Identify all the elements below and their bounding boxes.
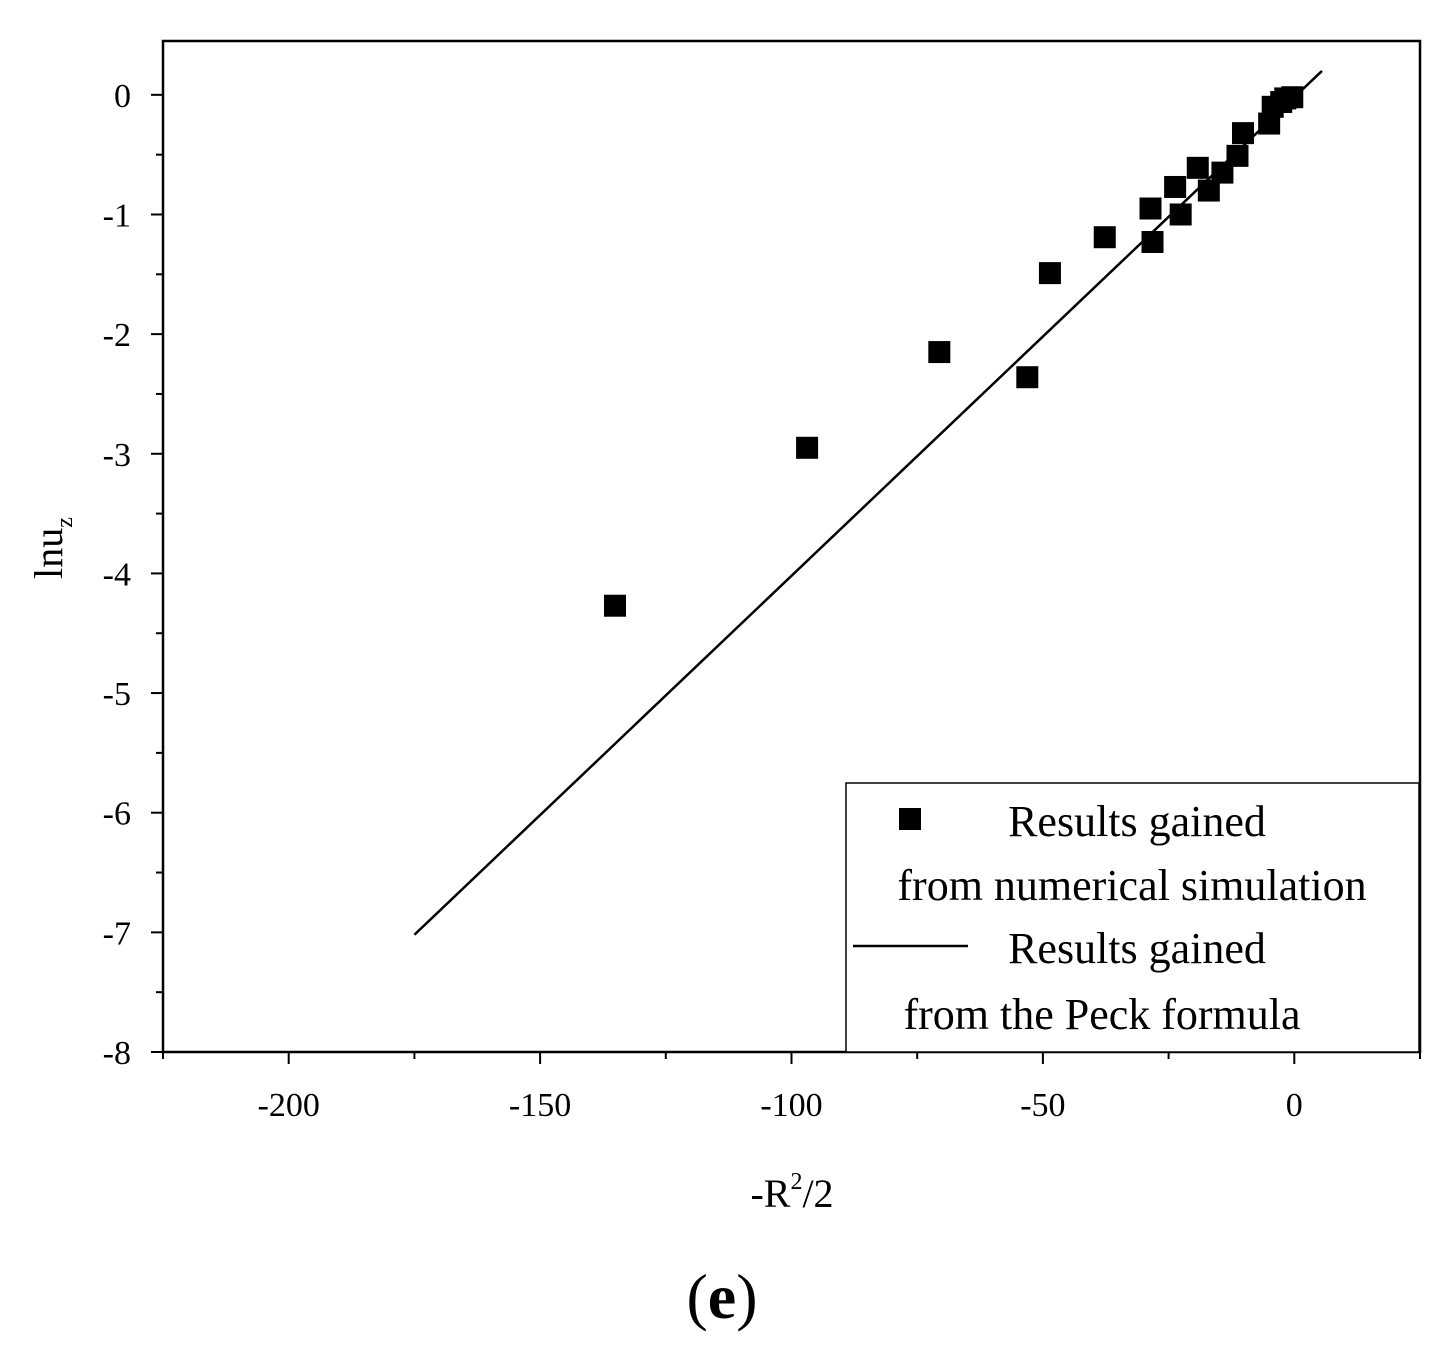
panel-label-open: (	[686, 1261, 707, 1332]
y-tick-label: -3	[103, 437, 131, 474]
x-tick-label: -200	[258, 1087, 320, 1124]
y-tick-label: -5	[103, 676, 131, 713]
x-tick-label: -50	[1020, 1087, 1065, 1124]
data-point	[1169, 203, 1192, 226]
y-tick-label: -6	[103, 796, 131, 833]
legend-entry-2-line-1: Results gained	[1008, 924, 1266, 973]
data-point	[1258, 112, 1281, 135]
axis-tick-labels: -200 -150 -100 -50 0 0 -1 -2 -3 -4 -5 -6 -7 -8	[103, 78, 1303, 1124]
x-axis-title-superscript: 2	[790, 1169, 802, 1195]
y-axis-title-base: lnu	[26, 528, 71, 579]
data-point	[1139, 197, 1162, 220]
data-point	[1141, 231, 1164, 254]
data-point	[1281, 86, 1304, 109]
legend: Results gained from numerical simulation…	[845, 782, 1420, 1053]
y-tick-label: -4	[103, 556, 131, 593]
data-point	[1226, 144, 1249, 167]
y-tick-label: -7	[103, 915, 131, 952]
data-point	[1038, 262, 1061, 285]
data-points	[604, 86, 1304, 617]
data-point	[1016, 366, 1039, 389]
data-point	[1197, 179, 1220, 202]
legend-entry-2-line-2: from the Peck formula	[903, 990, 1300, 1039]
legend-square-marker	[899, 808, 921, 830]
data-point	[1093, 226, 1116, 249]
y-axis-title: lnuz	[26, 517, 78, 579]
data-point	[1164, 175, 1187, 198]
axis-ticks	[151, 93, 1421, 1064]
legend-entry-1-line-2: from numerical simulation	[897, 861, 1366, 910]
y-axis-title-subscript: z	[52, 517, 78, 528]
data-point	[1186, 156, 1209, 179]
data-point	[1232, 122, 1255, 145]
y-tick-label: -8	[103, 1035, 131, 1072]
data-point	[928, 341, 951, 364]
x-tick-label: -150	[509, 1087, 571, 1124]
x-axis-title-base: -R	[750, 1171, 790, 1216]
y-tick-label: -1	[103, 197, 131, 234]
y-tick-label: 0	[114, 78, 131, 115]
x-axis-title-rest: /2	[802, 1171, 833, 1216]
legend-box	[845, 782, 1420, 1053]
x-tick-label: 0	[1286, 1087, 1303, 1124]
legend-entry-1-line-1: Results gained	[1008, 797, 1266, 846]
data-point	[796, 436, 819, 459]
x-tick-label: -100	[760, 1087, 822, 1124]
y-tick-label: -2	[103, 317, 131, 354]
panel-label: (e)	[686, 1261, 757, 1332]
x-axis-title: -R2/2	[750, 1169, 833, 1216]
data-point	[1211, 161, 1234, 184]
panel-label-close: )	[736, 1261, 757, 1332]
panel-label-letter: e	[708, 1261, 736, 1332]
data-point	[604, 594, 627, 617]
